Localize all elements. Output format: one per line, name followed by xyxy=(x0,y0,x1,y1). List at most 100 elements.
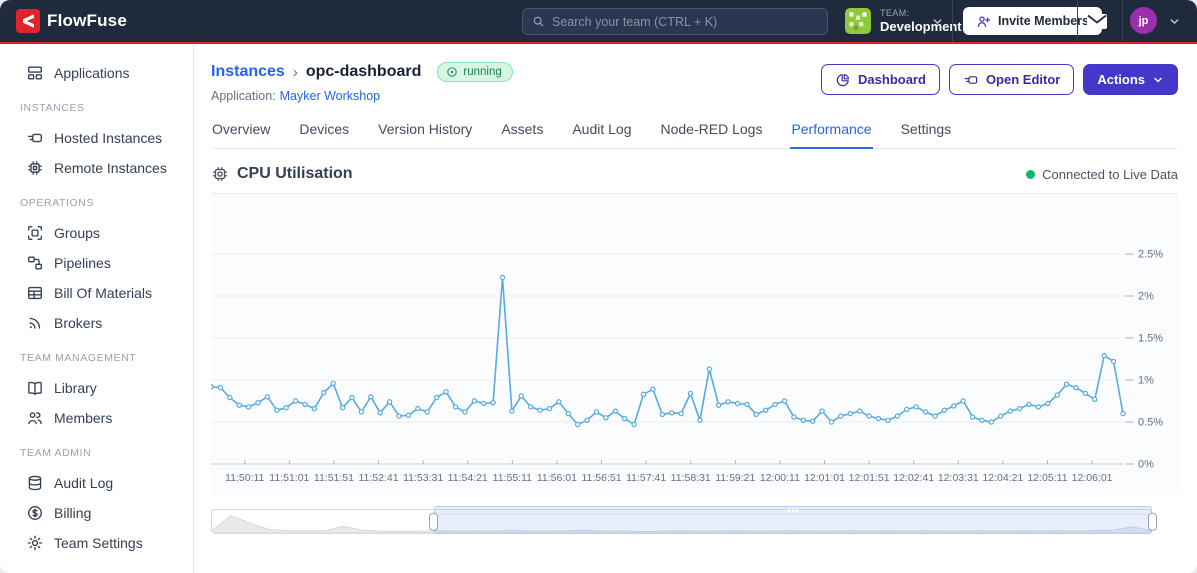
chevron-down-icon xyxy=(1154,77,1162,82)
remote-instances-icon xyxy=(26,159,44,177)
play-circle-icon xyxy=(447,67,458,77)
sidebar-item-members[interactable]: Members xyxy=(0,403,193,433)
svg-text:1%: 1% xyxy=(1138,375,1154,387)
live-status-label: Connected to Live Data xyxy=(1042,166,1178,182)
team-label: TEAM: xyxy=(880,8,910,18)
overview-mini-chart xyxy=(212,515,1151,533)
sidebar-item-library[interactable]: Library xyxy=(0,373,193,403)
instance-tabs: Overview Devices Version History Assets Audi… xyxy=(211,119,1178,149)
brush-grip-icon[interactable] xyxy=(788,509,798,512)
sidebar-section-team-admin: TEAM ADMIN xyxy=(20,447,92,459)
user-avatar[interactable]: jp xyxy=(1130,7,1157,34)
pie-chart-icon xyxy=(836,73,850,86)
svg-text:12:06:01: 12:06:01 xyxy=(1072,472,1113,484)
tab-performance[interactable]: Performance xyxy=(790,119,873,149)
dashboard-button[interactable]: Dashboard xyxy=(821,64,940,95)
actions-button[interactable]: Actions xyxy=(1083,64,1178,95)
sidebar-item-label: Brokers xyxy=(54,315,103,331)
svg-text:11:50:11: 11:50:11 xyxy=(225,472,264,484)
pipelines-icon xyxy=(26,254,44,272)
sidebar-item-label: Library xyxy=(54,380,97,396)
brush-right-handle-icon[interactable] xyxy=(1148,512,1157,531)
applications-icon xyxy=(26,64,44,82)
svg-text:0.5%: 0.5% xyxy=(1138,417,1163,429)
notifications-button[interactable] xyxy=(1086,12,1108,30)
team-search[interactable] xyxy=(522,8,828,35)
sidebar-item-billing[interactable]: Billing xyxy=(0,498,193,528)
top-navbar: FlowFuse TEAM: Development Invite Member… xyxy=(0,0,1197,42)
tab-node-red-logs[interactable]: Node-RED Logs xyxy=(660,121,763,137)
brush-selected-range[interactable] xyxy=(434,506,1152,534)
application-link[interactable]: Mayker Workshop xyxy=(279,89,381,103)
status-badge-label: running xyxy=(463,66,502,78)
tab-assets[interactable]: Assets xyxy=(501,121,544,137)
sidebar-item-label: Remote Instances xyxy=(54,160,167,176)
svg-text:2%: 2% xyxy=(1138,291,1154,303)
svg-text:11:54:21: 11:54:21 xyxy=(448,472,488,484)
svg-text:12:01:51: 12:01:51 xyxy=(849,472,890,484)
navbar-divider xyxy=(1122,0,1123,42)
sidebar-item-pipelines[interactable]: Pipelines xyxy=(0,248,193,278)
sidebar-item-team-settings[interactable]: Team Settings xyxy=(0,528,193,558)
brand-name: FlowFuse xyxy=(47,11,127,30)
invite-members-button[interactable]: Invite Members xyxy=(963,7,1103,35)
svg-text:11:55:11: 11:55:11 xyxy=(493,472,532,484)
navbar-divider xyxy=(1077,0,1078,42)
live-status-dot-icon xyxy=(1026,169,1036,179)
breadcrumb-separator: › xyxy=(292,63,298,81)
user-menu-chevron-down-icon[interactable] xyxy=(1168,15,1181,28)
search-input[interactable] xyxy=(552,14,818,29)
breadcrumb-instances-link[interactable]: Instances xyxy=(211,63,285,80)
team-name: Development xyxy=(880,19,962,34)
status-badge: running xyxy=(437,62,513,82)
brush-left-handle-icon[interactable] xyxy=(429,512,439,531)
open-editor-button[interactable]: Open Editor xyxy=(948,64,1075,95)
sidebar-item-audit-log[interactable]: Audit Log xyxy=(0,468,193,498)
sidebar-item-brokers[interactable]: Brokers xyxy=(0,308,193,338)
sidebar-item-remote-instances[interactable]: Remote Instances xyxy=(0,153,193,183)
sidebar-item-hosted-instances[interactable]: Hosted Instances xyxy=(0,123,193,153)
billing-icon xyxy=(26,504,44,522)
team-switcher[interactable]: TEAM: Development xyxy=(845,8,962,34)
tab-devices[interactable]: Devices xyxy=(299,121,350,137)
sidebar-item-bill-of-materials[interactable]: Bill Of Materials xyxy=(0,278,193,308)
sidebar: Applications INSTANCES Hosted Instances Rem… xyxy=(0,44,194,573)
svg-text:12:05:11: 12:05:11 xyxy=(1027,472,1067,484)
team-chevron-down-icon[interactable] xyxy=(931,15,944,28)
team-settings-icon xyxy=(26,534,44,552)
tab-overview[interactable]: Overview xyxy=(212,121,271,137)
section-title-label: CPU Utilisation xyxy=(237,165,353,182)
sidebar-item-label: Pipelines xyxy=(54,255,111,271)
chart-range-brush[interactable] xyxy=(211,506,1157,534)
accent-bar xyxy=(0,42,1197,44)
application-label: Application: xyxy=(211,89,276,103)
sidebar-item-applications[interactable]: Applications xyxy=(0,58,193,88)
flowfuse-logo-icon xyxy=(16,9,40,33)
svg-text:11:52:41: 11:52:41 xyxy=(358,472,398,484)
tab-audit-log[interactable]: Audit Log xyxy=(572,121,632,137)
sidebar-item-groups[interactable]: Groups xyxy=(0,218,193,248)
cpu-chart-svg: 0% 0.5% 1% 1.5% 2% 2.5% 11:50:11 11:51:01 11:51:… xyxy=(211,249,1163,484)
sidebar-item-label: Hosted Instances xyxy=(54,130,163,146)
tab-version-history[interactable]: Version History xyxy=(378,121,473,137)
tab-settings[interactable]: Settings xyxy=(900,121,952,137)
user-plus-icon xyxy=(977,15,991,27)
hosted-instances-icon xyxy=(26,129,44,147)
node-red-icon xyxy=(964,75,978,84)
sidebar-item-label: Groups xyxy=(54,225,100,241)
cpu-utilisation-chart: 0% 0.5% 1% 1.5% 2% 2.5% 11:50:11 11:51:01 11:51:… xyxy=(211,194,1178,494)
search-icon xyxy=(533,16,544,27)
sidebar-section-instances: INSTANCES xyxy=(20,102,85,114)
application-row: Application: Mayker Workshop xyxy=(211,89,513,103)
bill-of-materials-icon xyxy=(26,284,44,302)
svg-text:11:58:31: 11:58:31 xyxy=(671,472,711,484)
svg-text:12:00:11: 12:00:11 xyxy=(760,472,800,484)
sidebar-section-operations: OPERATIONS xyxy=(20,197,95,209)
actions-button-label: Actions xyxy=(1097,72,1145,87)
flowfuse-logo[interactable]: FlowFuse xyxy=(16,9,127,33)
brush-track[interactable] xyxy=(211,509,1152,534)
brush-selection-guide xyxy=(435,514,1151,515)
svg-text:11:51:51: 11:51:51 xyxy=(314,472,354,484)
sidebar-item-label: Team Settings xyxy=(54,535,143,551)
